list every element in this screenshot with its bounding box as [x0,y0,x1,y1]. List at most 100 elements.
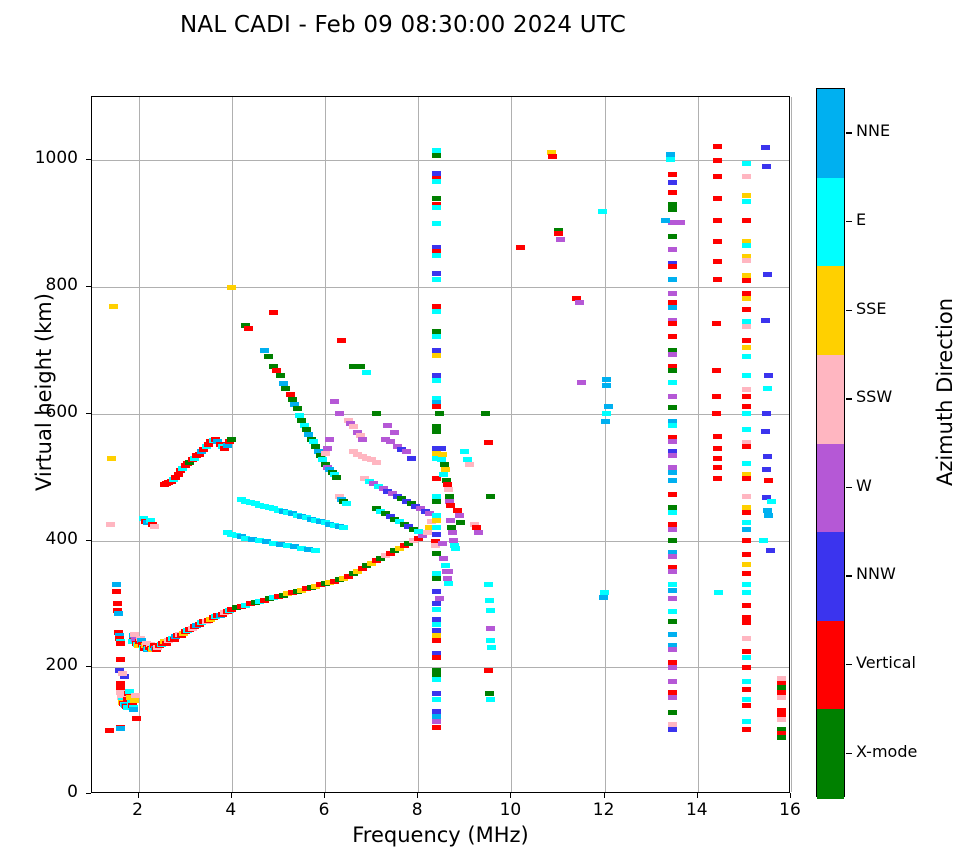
data-point [409,538,418,543]
data-point [315,519,325,524]
data-point [416,506,425,512]
data-point [294,412,304,418]
data-point [227,436,237,442]
data-point [486,638,496,644]
data-point [322,446,332,452]
data-point [440,467,450,473]
data-point [259,348,269,353]
data-point [432,493,442,499]
data-point [353,451,363,457]
data-point [343,417,353,423]
y-tick-label: 200 [45,655,78,676]
data-point [742,687,752,692]
data-point [283,543,293,549]
data-point [301,427,311,433]
data-point [667,348,677,353]
data-point [742,475,752,481]
data-point [439,555,449,561]
data-point [742,192,752,198]
data-point [194,451,204,457]
data-point [124,688,134,694]
data-point [448,530,458,536]
data-point [355,432,365,438]
data-point [667,334,677,339]
data-point [173,471,183,477]
data-point [667,220,677,225]
data-point [667,246,677,252]
data-point [763,386,773,391]
data-point [601,418,610,424]
data-point [667,721,677,727]
x-tick [790,793,791,798]
data-point [297,417,307,423]
data-point [444,581,453,587]
data-point [273,593,283,599]
data-point [280,386,290,391]
data-point [255,502,265,508]
data-point [712,446,722,452]
data-point [292,588,302,594]
data-point [742,636,752,642]
data-point [667,477,677,483]
data-point [113,601,123,607]
data-point [399,543,409,549]
data-point [445,498,455,504]
data-point [130,697,140,703]
data-point [432,424,442,429]
data-point [290,544,300,550]
data-point [423,530,432,536]
data-point [204,441,213,447]
data-point [712,173,722,179]
data-point [667,505,677,511]
data-point [760,317,770,323]
data-point [376,555,386,561]
data-point [362,455,372,461]
data-point [171,474,181,480]
data-point [245,500,255,505]
data-point [116,641,126,647]
data-point [667,596,677,602]
data-point [599,595,609,601]
data-point [546,150,556,156]
data-point [222,530,232,536]
data-point [262,539,272,545]
data-point [390,430,400,436]
data-point [432,672,442,678]
data-point [241,602,251,608]
data-point [667,726,677,732]
data-point [742,254,752,260]
data-point [712,218,722,224]
y-axis-label: Virtual height (km) [32,293,56,491]
data-point [777,734,787,740]
data-point [667,690,677,696]
data-point [742,471,752,477]
data-point [150,524,160,530]
data-point [402,449,412,455]
data-point [432,270,442,276]
data-point [269,506,279,512]
data-point [264,596,274,602]
data-point [742,509,752,515]
data-point [667,526,677,532]
colorbar-segment-w [817,443,844,533]
data-point [455,520,465,526]
data-point [742,258,752,263]
data-point [278,380,288,386]
y-tick [86,286,91,288]
data-point [255,538,265,543]
data-point [432,667,442,673]
data-point [667,564,677,570]
data-point [547,154,557,160]
x-tick [137,793,139,798]
data-point [485,696,495,702]
data-point [320,581,330,587]
data-point [311,583,321,589]
data-point [329,472,339,478]
y-tick [86,793,91,794]
data-point [287,590,297,595]
data-point [712,157,722,163]
data-point [385,514,395,519]
data-point [348,424,358,429]
data-point [667,189,677,195]
data-point [763,271,773,277]
